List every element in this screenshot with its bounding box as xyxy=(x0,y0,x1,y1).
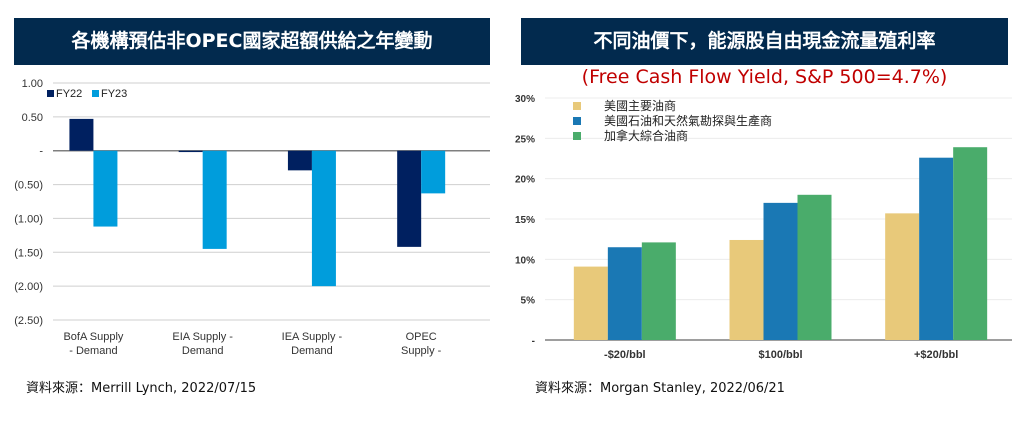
bar-series-0 xyxy=(729,239,764,340)
y-tick-label: - xyxy=(39,146,43,158)
x-category-label: BofA Supply xyxy=(63,331,123,343)
legend-label: 美國主要油商 xyxy=(604,98,676,113)
y-tick-label: 1.00 xyxy=(22,78,43,90)
x-category-label: Supply - xyxy=(401,345,442,357)
y-tick-label: 10% xyxy=(515,255,535,266)
x-category-label: -$20/bbl xyxy=(604,349,646,361)
y-tick-label: 0.50 xyxy=(22,112,43,124)
bar-series-0 xyxy=(885,213,920,340)
left-chart-source: 資料來源：Merrill Lynch, 2022/07/15 xyxy=(26,381,257,396)
legend-swatch xyxy=(573,132,581,140)
left-chart-title: 各機構預估非OPEC國家超額供給之年變動 xyxy=(14,18,490,65)
bar-fy22 xyxy=(397,150,422,247)
x-category-label: Demand xyxy=(291,345,333,357)
x-category-label: +$20/bbl xyxy=(914,349,958,361)
legend-label: 美國石油和天然氣勘探與生產商 xyxy=(604,113,772,128)
bar-series-1 xyxy=(763,202,798,340)
x-category-label: - Demand xyxy=(69,345,117,357)
bar-fy23 xyxy=(202,150,227,249)
bar-fy23 xyxy=(421,150,446,194)
legend-swatch xyxy=(573,117,581,125)
legend-swatch xyxy=(47,90,54,97)
y-tick-label: (2.00) xyxy=(14,281,43,293)
y-tick-label: (1.00) xyxy=(14,213,43,225)
y-tick-label: 5% xyxy=(521,296,536,307)
y-tick-label: 20% xyxy=(515,175,535,186)
right-chart-title: 不同油價下，能源股自由現金流量殖利率 xyxy=(521,18,1008,65)
y-tick-label: (2.50) xyxy=(14,315,43,327)
y-tick-label: 15% xyxy=(515,215,535,226)
legend-label: FY23 xyxy=(101,88,127,100)
x-category-label: OPEC xyxy=(406,331,437,343)
legend-label: FY22 xyxy=(56,88,82,100)
y-tick-label: (1.50) xyxy=(14,247,43,259)
legend-swatch xyxy=(92,90,99,97)
y-tick-label: (0.50) xyxy=(14,180,43,192)
legend-label: 加拿大綜合油商 xyxy=(604,128,688,143)
x-category-label: IEA Supply - xyxy=(282,331,343,343)
y-tick-label: 30% xyxy=(515,94,535,105)
x-category-label: $100/bbl xyxy=(758,349,802,361)
bar-fy22 xyxy=(287,150,312,171)
bar-series-1 xyxy=(607,247,642,340)
bar-series-0 xyxy=(573,266,608,340)
bar-fy22 xyxy=(69,118,94,151)
x-category-label: EIA Supply - xyxy=(172,331,233,343)
legend-swatch xyxy=(573,102,581,110)
y-tick-label: 25% xyxy=(515,134,535,145)
bar-series-2 xyxy=(953,147,988,340)
y-tick-label: - xyxy=(532,336,535,347)
bar-fy23 xyxy=(93,150,118,227)
bar-series-2 xyxy=(797,194,832,340)
bar-series-1 xyxy=(919,157,954,340)
right-chart-subtitle: (Free Cash Flow Yield, S&P 500=4.7%) xyxy=(581,66,948,88)
bar-fy22 xyxy=(178,150,203,153)
bar-fy23 xyxy=(311,150,336,287)
x-category-label: Demand xyxy=(182,345,224,357)
right-chart-source: 資料來源：Morgan Stanley, 2022/06/21 xyxy=(535,381,785,396)
bar-series-2 xyxy=(641,242,676,340)
